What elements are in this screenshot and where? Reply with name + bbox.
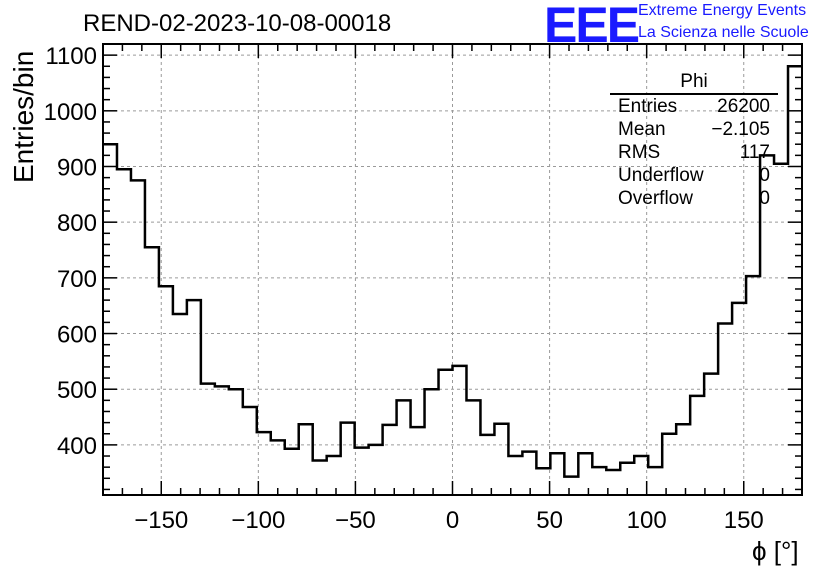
stats-label: Overflow [618, 188, 693, 209]
stats-label: Underflow [618, 165, 704, 186]
y-tick-label: 600 [57, 322, 97, 349]
stats-row-rms: RMS 117 [610, 141, 778, 164]
y-tick-label: 900 [57, 154, 97, 181]
stats-row-mean: Mean −2.105 [610, 118, 778, 141]
x-tick-label: −150 [134, 507, 188, 534]
x-axis-label: ϕ [°] [752, 536, 799, 566]
histogram-series [103, 65, 802, 478]
logo-line-1: Extreme Energy Events [638, 2, 807, 19]
x-tick-label: −50 [335, 507, 376, 534]
stats-value: 117 [739, 142, 770, 163]
x-tick-label: −100 [231, 507, 285, 534]
x-tick-label: 50 [536, 507, 563, 534]
y-axis-label: Entries/bin [8, 50, 39, 183]
stats-label: Entries [618, 96, 678, 117]
grid-lines [103, 44, 802, 495]
stats-value: 26200 [717, 96, 770, 117]
stats-box: Phi Entries 26200 Mean −2.105 RMS 117 Un… [610, 70, 778, 210]
y-tick-label: 1100 [45, 43, 97, 70]
stats-value: 0 [759, 188, 770, 209]
y-tick-label: 700 [57, 266, 97, 293]
stats-value: −2.105 [711, 119, 770, 140]
logo-line-2: La Scienza nelle Scuole [638, 24, 809, 41]
eee-logo: EEE [544, 0, 640, 53]
x-tick-label: 100 [627, 507, 667, 534]
x-tick-label: 0 [446, 507, 459, 534]
axes: −150 −100 −50 0 50 100 150 400 500 600 700 800 900 10… [44, 43, 803, 534]
stats-row-underflow: Underflow 0 [610, 164, 778, 187]
y-tick-label: 800 [57, 210, 97, 237]
stats-row-overflow: Overflow 0 [610, 187, 778, 210]
x-tick-label: 150 [724, 507, 764, 534]
y-tick-label: 500 [57, 377, 97, 404]
stats-title: Phi [610, 70, 778, 95]
y-tick-label: 400 [57, 433, 97, 460]
plot-title: REND-02-2023-10-08-00018 [83, 10, 392, 37]
stats-row-entries: Entries 26200 [610, 95, 778, 118]
stats-label: RMS [618, 142, 661, 163]
y-tick-label: 1000 [44, 99, 97, 126]
stats-value: 0 [759, 165, 770, 186]
stats-label: Mean [618, 119, 666, 140]
